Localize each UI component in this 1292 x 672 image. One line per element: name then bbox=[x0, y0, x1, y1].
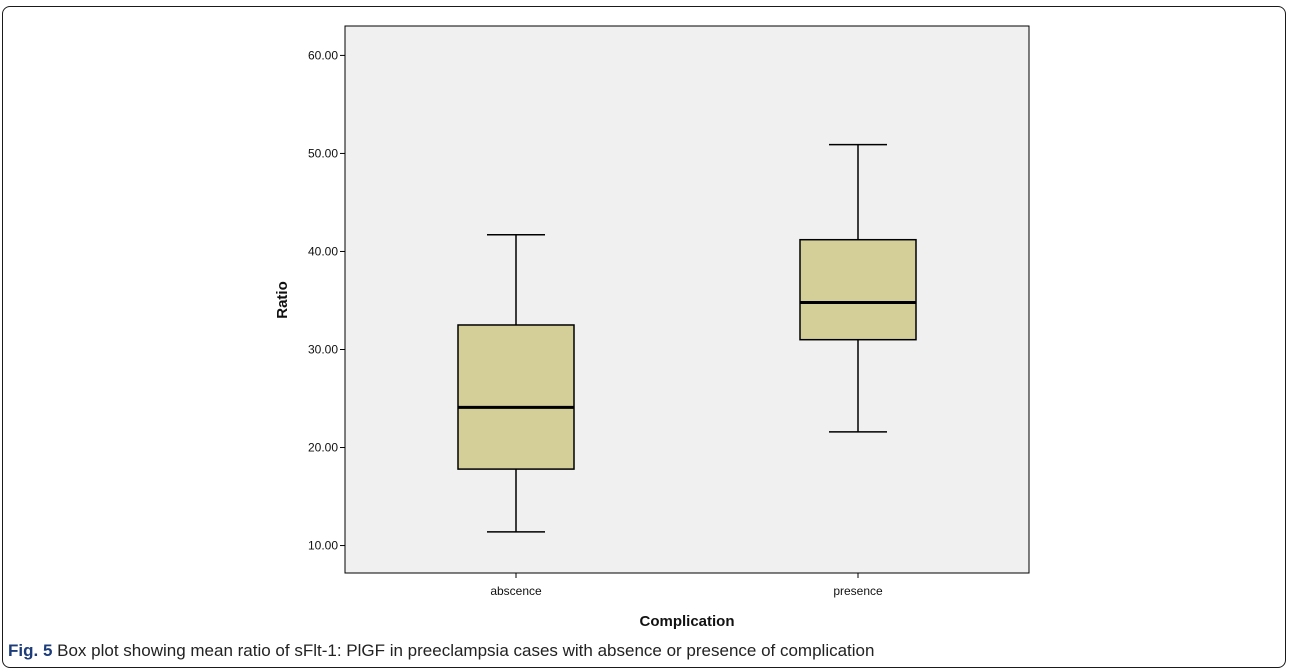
y-axis: 10.00 20.00 30.00 40.00 50.00 60.00 bbox=[308, 48, 345, 553]
iqr-box bbox=[457, 324, 575, 470]
box-group-abscence bbox=[457, 234, 575, 533]
plot-area bbox=[344, 25, 1030, 574]
x-axis-label: Complication bbox=[639, 613, 734, 630]
caption-label: Fig. 5 bbox=[8, 641, 53, 660]
x-tick-label: presence bbox=[833, 584, 883, 598]
box-group-presence bbox=[799, 143, 917, 433]
boxes bbox=[457, 143, 917, 533]
y-tick-label: 50.00 bbox=[308, 146, 338, 160]
figure-caption: Fig. 5 Box plot showing mean ratio of sF… bbox=[8, 641, 874, 661]
y-tick-label: 10.00 bbox=[308, 539, 338, 553]
y-tick-label: 40.00 bbox=[308, 244, 338, 258]
x-axis: abscence presence bbox=[490, 573, 883, 598]
x-tick-label: abscence bbox=[490, 584, 542, 598]
iqr-box bbox=[799, 238, 917, 341]
y-tick-label: 60.00 bbox=[308, 48, 338, 62]
y-tick-label: 20.00 bbox=[308, 441, 338, 455]
y-tick-label: 30.00 bbox=[308, 342, 338, 356]
caption-text: Box plot showing mean ratio of sFlt-1: P… bbox=[57, 641, 875, 660]
y-axis-label: Ratio bbox=[274, 281, 291, 319]
